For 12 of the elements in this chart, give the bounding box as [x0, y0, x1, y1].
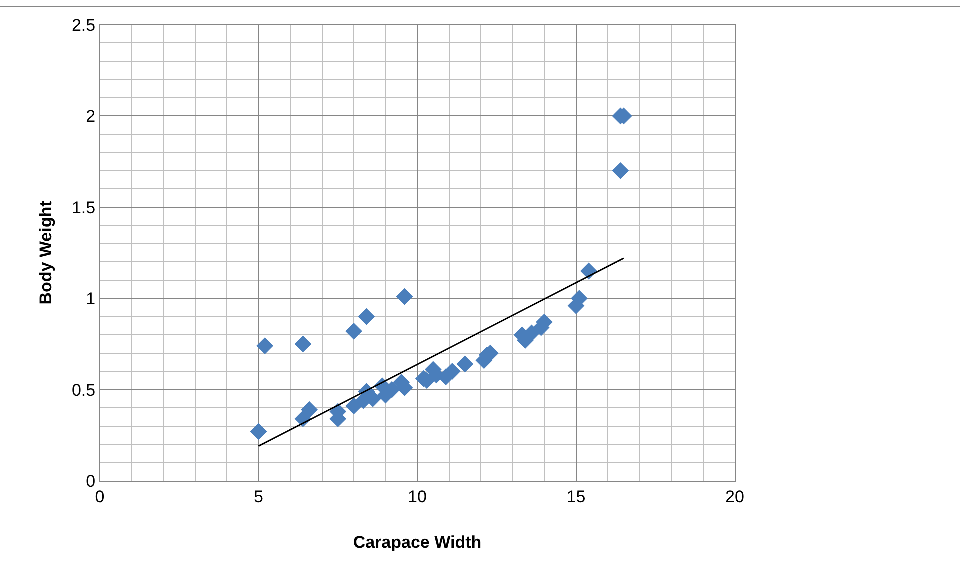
- y-tick-label: 1: [86, 290, 96, 309]
- y-tick-label: 1.5: [72, 198, 96, 218]
- x-tick-label: 15: [566, 487, 586, 506]
- x-tick-label: 5: [254, 487, 264, 506]
- x-tick-label: 10: [408, 487, 427, 506]
- x-tick-label: 20: [726, 487, 744, 506]
- y-tick-label: 0.5: [72, 380, 96, 400]
- y-tick-label: 0: [86, 472, 96, 491]
- y-axis-title: Body Weight: [36, 200, 56, 305]
- x-axis-title: Carapace Width: [353, 532, 482, 552]
- y-tick-label: 2: [86, 107, 96, 126]
- y-tick-label: 2.5: [72, 16, 96, 35]
